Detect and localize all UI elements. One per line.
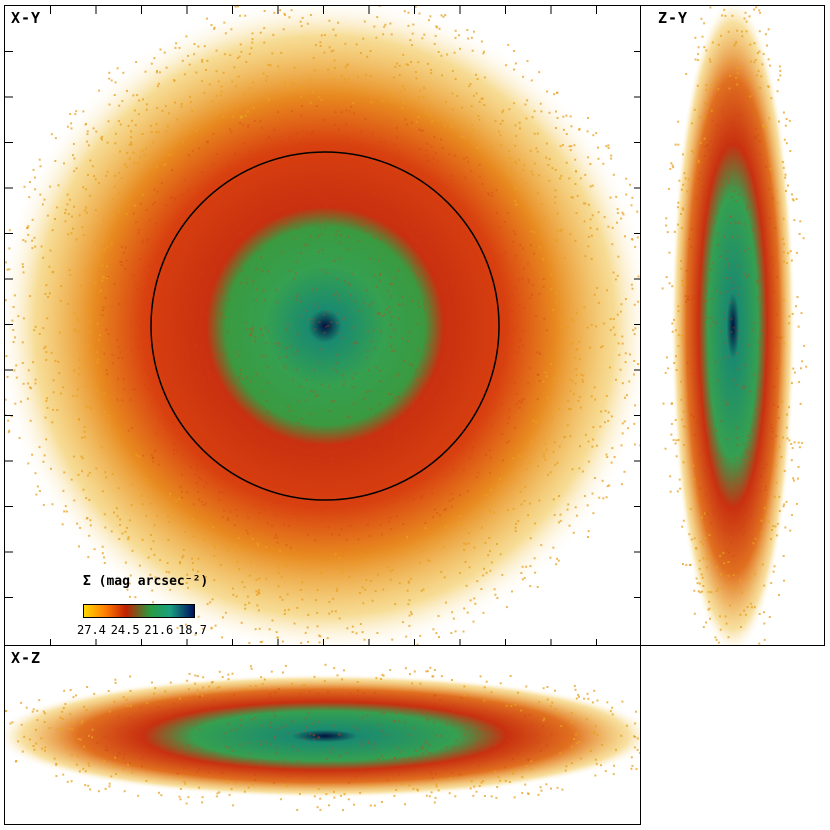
xy-panel-label: X-Y xyxy=(11,9,42,27)
aperture-circle xyxy=(150,151,500,501)
colorbar-title: Σ (mag arcsec⁻²) xyxy=(83,574,209,589)
colorbar-tick: 21.6 xyxy=(144,623,174,637)
zy-disk xyxy=(671,6,795,645)
zy-panel-label: Z-Y xyxy=(658,9,689,27)
colorbar-tick: 24.5 xyxy=(110,623,140,637)
xz-panel: X-Z xyxy=(4,645,641,825)
xy-disk xyxy=(5,6,640,645)
colorbar-tick: 27.4 xyxy=(77,623,106,637)
xy-panel: X-Y Σ (mag arcsec⁻²) 27.4 24.5 21.6 18.7 xyxy=(4,5,641,646)
zy-density-map xyxy=(641,6,824,645)
zy-panel: Z-Y xyxy=(640,5,825,646)
xy-speckle xyxy=(5,6,640,645)
xy-density-map xyxy=(5,6,640,645)
colorbar xyxy=(83,604,195,618)
xy-axis-ticks xyxy=(5,6,640,645)
colorbar-tick: 18.7 xyxy=(178,623,207,637)
xz-density-map xyxy=(5,646,640,824)
colorbar-ticks: 27.4 24.5 21.6 18.7 xyxy=(77,623,207,637)
xz-panel-label: X-Z xyxy=(11,649,42,667)
xz-disk xyxy=(5,674,640,798)
